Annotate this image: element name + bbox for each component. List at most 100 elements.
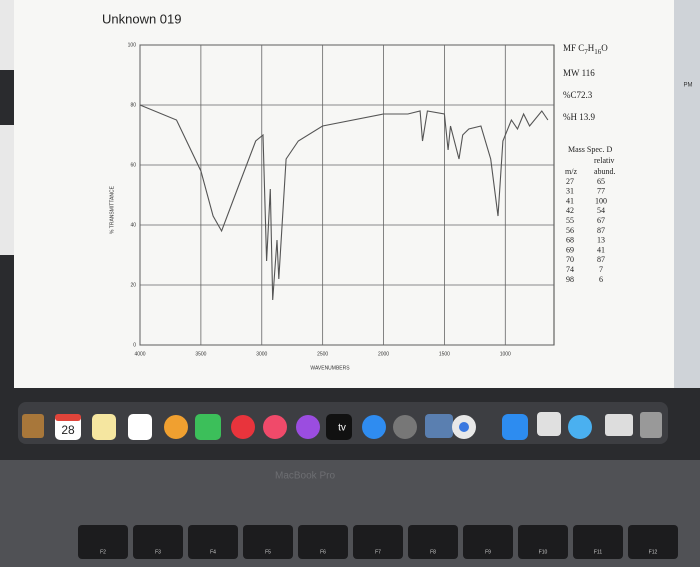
abundance-value: 65 — [597, 177, 605, 186]
key-label: F9 — [485, 549, 491, 555]
mz-value: 55 — [566, 216, 574, 225]
mass-spec-header: m/z — [565, 167, 577, 176]
mf-label: MF — [563, 43, 576, 53]
tv-label: tv — [338, 423, 346, 434]
mz-value: 56 — [566, 226, 574, 235]
spectrum-line — [139, 104, 549, 301]
mz-value: 70 — [566, 255, 574, 264]
mass-spec-title: Mass Spec. D — [568, 145, 612, 154]
app-icon[interactable] — [605, 414, 633, 436]
abundance-value: 41 — [597, 245, 605, 254]
preview-icon[interactable] — [425, 414, 453, 438]
x-tick-label: 2500 — [317, 351, 328, 357]
x-tick-label: 2000 — [378, 351, 389, 357]
key-label: F6 — [320, 549, 326, 555]
y-tick-label: 20 — [130, 282, 136, 288]
calendar-day: 28 — [61, 423, 75, 437]
key-label: F8 — [430, 549, 436, 555]
abundance-value: 87 — [597, 255, 605, 264]
formula-part: 16 — [594, 48, 602, 56]
chrome-center — [459, 422, 469, 432]
app-icon[interactable] — [22, 414, 44, 438]
mass-spec-header: abund. — [594, 167, 616, 176]
key-label: F12 — [649, 549, 658, 555]
tv-icon[interactable] — [326, 414, 352, 440]
app-icon[interactable] — [128, 414, 152, 440]
key-label: F3 — [155, 549, 161, 555]
screen-paper — [14, 0, 674, 388]
abundance-value: 67 — [597, 216, 605, 225]
key[interactable] — [78, 525, 128, 559]
photos-icon[interactable] — [164, 415, 188, 439]
formula-part: H — [588, 43, 595, 53]
key[interactable] — [463, 525, 513, 559]
calendar-top — [55, 414, 81, 421]
hydrogen: %H 13.9 — [563, 112, 595, 122]
key[interactable] — [133, 525, 183, 559]
key[interactable] — [188, 525, 238, 559]
podcasts-icon[interactable] — [296, 415, 320, 439]
mz-value: 98 — [566, 275, 574, 284]
plot: 4000 3500 3000 2500 2000 1500 1000 0 20 40 60 80 100 — [128, 42, 555, 357]
side-window — [0, 0, 14, 70]
abundance-value: 77 — [597, 187, 605, 196]
y-tick-label: 40 — [130, 222, 136, 228]
trash-icon[interactable] — [640, 412, 662, 438]
abundance-value: 54 — [597, 206, 605, 215]
music-icon[interactable] — [263, 415, 287, 439]
safari-icon[interactable] — [362, 415, 386, 439]
messages-icon[interactable] — [568, 415, 592, 439]
y-axis-label: % TRANSMITTANCE — [109, 185, 115, 234]
laptop-label: MacBook Pro — [275, 471, 335, 482]
y-tick-label: 60 — [130, 162, 136, 168]
desktop-edge — [674, 0, 700, 388]
abundance-value: 87 — [597, 226, 605, 235]
side-window — [0, 125, 14, 255]
key[interactable] — [298, 525, 348, 559]
mz-value: 69 — [566, 245, 574, 254]
notes-icon[interactable] — [92, 414, 116, 440]
key[interactable] — [573, 525, 623, 559]
mz-value: 31 — [566, 187, 574, 196]
mass-spec-subheader: relativ — [594, 156, 614, 165]
x-tick-label: 3500 — [195, 351, 206, 357]
formula-part: C — [578, 43, 584, 53]
info: MF C7H16O MW 116 %C72.3 %H 13.9 Mass Spe… — [563, 43, 616, 176]
x-tick-label: 1500 — [439, 351, 450, 357]
settings-icon[interactable] — [393, 415, 417, 439]
formula-part: 7 — [584, 48, 588, 56]
x-tick-label: 1000 — [500, 351, 511, 357]
mz-value: 74 — [566, 265, 574, 274]
chart-title: Unknown 019 — [102, 11, 182, 26]
key-label: F2 — [100, 549, 106, 555]
keyboard: F2 F3 F4 F5 F6 F7 F8 F9 F10 F11 F12 — [78, 525, 678, 559]
carbon: %C72.3 — [563, 90, 593, 100]
key[interactable] — [408, 525, 458, 559]
molecular-formula: MF C7H16O — [563, 43, 608, 56]
formula-part: O — [601, 43, 608, 53]
mz-value: 42 — [566, 206, 574, 215]
key-label: F7 — [375, 549, 381, 555]
mz-value: 41 — [566, 196, 574, 205]
dock: 28 tv — [18, 402, 668, 444]
clock: PM — [684, 83, 693, 89]
key-label: F11 — [594, 549, 602, 555]
mz-value: 68 — [566, 236, 574, 245]
x-axis-label: WAVENUMBERS — [310, 365, 350, 371]
app-icon[interactable] — [537, 412, 561, 436]
key[interactable] — [243, 525, 293, 559]
mass-spec-table: 27 65 31 77 41 100 42 54 55 67 56 87 68 13 69 41 70 87 74 7… — [566, 177, 607, 284]
key[interactable] — [518, 525, 568, 559]
zoom-icon[interactable] — [502, 414, 528, 440]
mz-value: 27 — [566, 177, 574, 186]
abundance-value: 13 — [597, 236, 605, 245]
key[interactable] — [628, 525, 678, 559]
x-tick-label: 4000 — [134, 351, 145, 357]
abundance-value: 100 — [595, 196, 607, 205]
facetime-icon[interactable] — [195, 414, 221, 440]
y-tick-label: 100 — [128, 42, 137, 48]
key[interactable] — [353, 525, 403, 559]
news-icon[interactable] — [231, 415, 255, 439]
key-label: F10 — [539, 549, 548, 555]
